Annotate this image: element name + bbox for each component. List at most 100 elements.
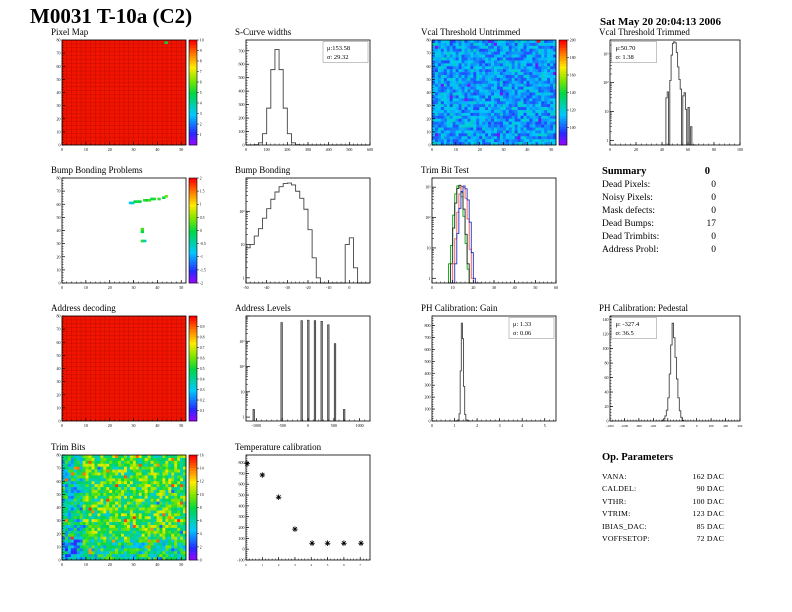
svg-text:0.7: 0.7 xyxy=(200,346,205,350)
svg-text:20: 20 xyxy=(108,562,112,567)
svg-text:40: 40 xyxy=(57,90,61,95)
svg-text:100: 100 xyxy=(737,147,743,152)
svg-text:σ: 29.32: σ: 29.32 xyxy=(327,54,349,61)
svg-text:-0.5: -0.5 xyxy=(200,242,206,246)
summary-row-dead-bumps: Dead Bumps: 17 xyxy=(602,219,716,229)
svg-text:10²: 10² xyxy=(425,215,431,220)
svg-text:10: 10 xyxy=(57,267,61,272)
svg-text:0: 0 xyxy=(429,143,431,148)
svg-text:12: 12 xyxy=(200,480,204,484)
svg-text:1: 1 xyxy=(429,276,431,281)
svg-text:40: 40 xyxy=(427,90,431,95)
svg-text:-500: -500 xyxy=(278,423,285,428)
svg-text:50: 50 xyxy=(179,423,183,428)
svg-text:-20: -20 xyxy=(305,285,310,290)
svg-text:30: 30 xyxy=(132,147,136,152)
svg-text:500: 500 xyxy=(239,493,245,498)
svg-text:0: 0 xyxy=(61,285,63,290)
bump-bonding-problems-chart: 0 10 20 30 40 5001020304050607080-2-1.5-1-0.5… xyxy=(57,176,206,290)
svg-text:20: 20 xyxy=(57,531,61,536)
svg-text:60: 60 xyxy=(57,479,61,484)
ph-calibration-pedestal-title: PH Calibration: Pedestal xyxy=(599,303,688,313)
svg-text:0: 0 xyxy=(59,419,61,424)
svg-text:20: 20 xyxy=(57,116,61,121)
svg-text:30: 30 xyxy=(57,379,61,384)
address-levels-chart: -1000 -500 0 500 1000 1 10 10² 10³ xyxy=(239,315,371,428)
svg-text:0: 0 xyxy=(696,424,698,428)
svg-text:-800: -800 xyxy=(636,424,642,428)
svg-text:10: 10 xyxy=(241,389,245,394)
svg-text:10: 10 xyxy=(200,38,204,42)
svg-text:2: 2 xyxy=(200,122,202,126)
svg-text:1.5: 1.5 xyxy=(200,190,205,194)
svg-text:20: 20 xyxy=(634,147,638,152)
svg-text:80: 80 xyxy=(712,147,716,152)
svg-text:50: 50 xyxy=(179,562,183,567)
scurve-widths-chart: 0 100 200 300 400 500 600 0 100 200 300 400 500 600 70… xyxy=(239,39,373,152)
svg-text:0: 0 xyxy=(431,147,433,152)
svg-text:0.5: 0.5 xyxy=(200,367,205,371)
op-parameters-panel: Op. Parameters VANA: 162 DAC CALDEL: 90 DA… xyxy=(602,452,724,545)
svg-text:300: 300 xyxy=(425,383,431,388)
svg-text:80: 80 xyxy=(57,38,61,43)
svg-text:70: 70 xyxy=(57,327,61,332)
svg-text:1: 1 xyxy=(607,138,609,143)
timestamp: Sat May 20 20:04:13 2006 xyxy=(600,16,721,28)
svg-text:10²: 10² xyxy=(239,209,245,214)
bump-bonding-problems-title: Bump Bonding Problems xyxy=(51,165,143,175)
svg-text:14: 14 xyxy=(200,467,204,471)
svg-text:180: 180 xyxy=(570,56,576,60)
svg-text:0: 0 xyxy=(431,285,433,290)
svg-text:0: 0 xyxy=(431,423,433,428)
svg-text:10³: 10³ xyxy=(425,185,431,190)
svg-text:10²: 10² xyxy=(603,80,609,85)
svg-text:50: 50 xyxy=(533,285,537,290)
svg-text:500: 500 xyxy=(331,423,337,428)
svg-text:2: 2 xyxy=(200,545,202,549)
svg-text:20: 20 xyxy=(108,147,112,152)
svg-text:0: 0 xyxy=(59,558,61,563)
svg-text:80: 80 xyxy=(57,314,61,319)
pixel_map-plot: 0 10 20 30 40 50 0 10 20 30 40 50 60 70 80 1 2 3 4 5 6 7 8 9 10 xyxy=(57,38,204,152)
ph-calibration-pedestal-chart: -1200 -1000 -800 -600 -400 -200 0 200 400 600 0 20 4… xyxy=(603,315,743,428)
svg-text:100: 100 xyxy=(239,129,245,134)
svg-text:30: 30 xyxy=(57,241,61,246)
svg-text:2: 2 xyxy=(200,176,202,180)
svg-text:100: 100 xyxy=(264,147,270,152)
bump_bonding-plot: -50 -40 -30 -20 -10 0 1 10 10² xyxy=(239,177,371,290)
address_decoding-plot: 0 10 20 30 40 50 0 10 20 30 40 50 60 70 80 0.1 0.2 0.3 0.4… xyxy=(57,314,205,428)
op-row-voffsetop: VOFFSETOP: 72 DAC xyxy=(602,534,724,544)
summary-row-dead-pixels: Dead Pixels: 0 xyxy=(602,180,716,190)
temperature-calibration-title: Temperature calibration xyxy=(235,442,322,452)
svg-text:10: 10 xyxy=(84,147,88,152)
pixel-map-title: Pixel Map xyxy=(51,27,89,37)
svg-text:2: 2 xyxy=(278,563,280,567)
summary-row-dead-trimbits: Dead Trimbits: 0 xyxy=(602,232,716,242)
svg-text:50: 50 xyxy=(179,147,183,152)
ph-calibration-gain-title: PH Calibration: Gain xyxy=(421,303,498,313)
svg-text:50: 50 xyxy=(57,215,61,220)
vcal-threshold-untrimmed-chart: 0 10 20 30 40 50 0 10 20 30 40 50 60 70 80 100 120 140 160… xyxy=(427,38,576,152)
address-decoding-chart: 0 10 20 30 40 50 0 10 20 30 40 50 60 70 80 0.1 0.2 0.3 0.4… xyxy=(57,314,205,428)
svg-text:8: 8 xyxy=(200,59,202,63)
svg-text:500: 500 xyxy=(239,75,245,80)
svg-text:0: 0 xyxy=(59,281,61,286)
svg-text:40: 40 xyxy=(155,285,159,290)
svg-text:μ: 1.33: μ: 1.33 xyxy=(513,321,531,328)
svg-text:40: 40 xyxy=(57,228,61,233)
svg-text:400: 400 xyxy=(723,424,728,428)
svg-text:0.3: 0.3 xyxy=(200,388,205,392)
svg-text:σ: 0.06: σ: 0.06 xyxy=(513,330,532,337)
svg-text:10: 10 xyxy=(605,109,609,114)
svg-text:700: 700 xyxy=(239,48,245,53)
svg-text:3: 3 xyxy=(294,563,296,567)
svg-text:40: 40 xyxy=(525,147,529,152)
svg-text:60: 60 xyxy=(686,147,690,152)
svg-text:40: 40 xyxy=(57,505,61,510)
vcal_trimmed-plot: 0 20 40 60 80 100 1 10 10² 10³ μ:50.70 σ: 1.38 xyxy=(603,39,743,152)
svg-text:70: 70 xyxy=(57,51,61,56)
svg-text:200: 200 xyxy=(570,38,576,42)
vcal-threshold-untrimmed-title: Vcal Threshold Untrimmed xyxy=(421,27,521,37)
op-row-caldel: CALDEL: 90 DAC xyxy=(602,484,724,494)
ph_gain-plot: 0 1 2 3 4 5 0 100 200 300 400 500 600 700 800 μ: 1.33 σ:… xyxy=(425,315,557,428)
